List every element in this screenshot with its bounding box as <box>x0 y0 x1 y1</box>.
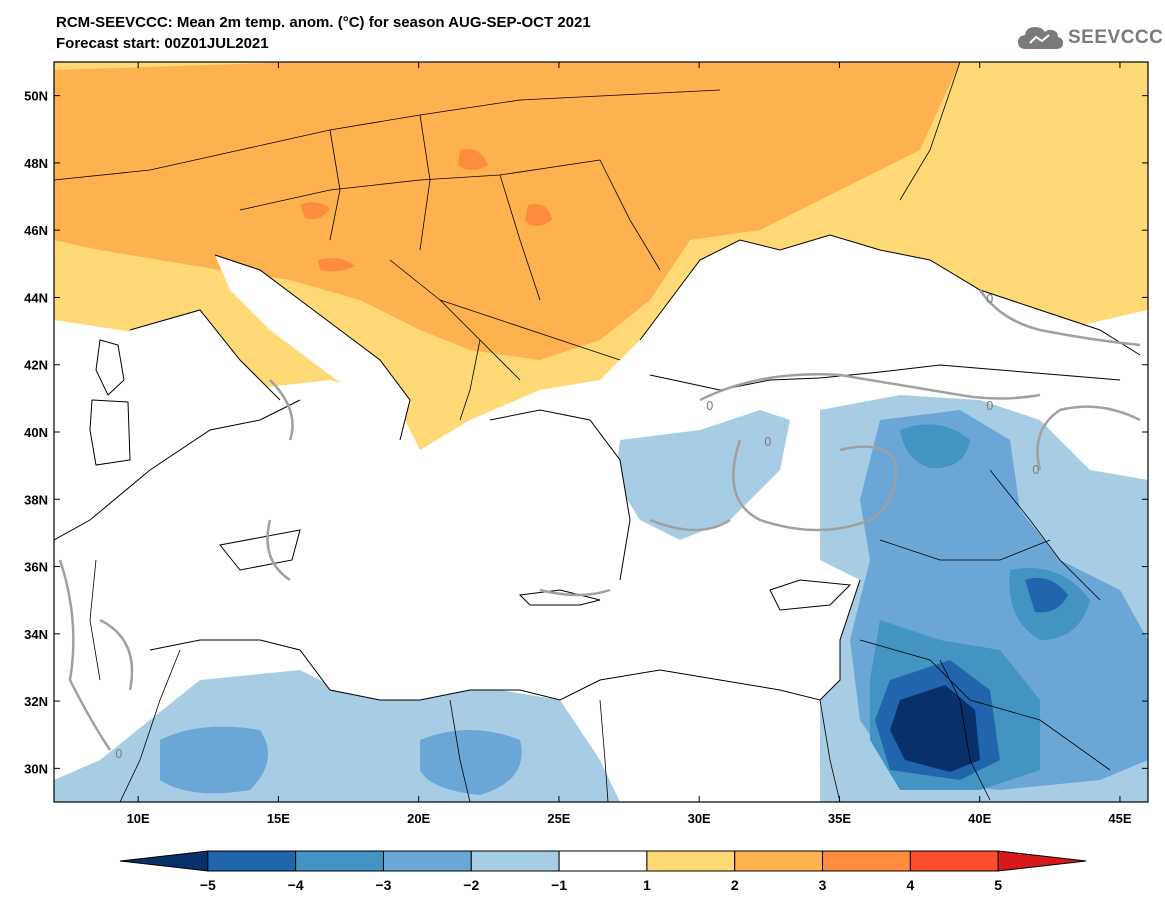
lat-tick-label: 30N <box>24 761 48 776</box>
warm-anomaly-spot <box>318 258 355 272</box>
lon-tick-label: 45E <box>1108 811 1131 826</box>
forecast-start-label: Forecast start: 00Z01JUL2021 <box>56 35 269 52</box>
colorbar-label: 1 <box>643 877 651 893</box>
colorbar-segment <box>119 850 209 872</box>
lon-tick-label: 20E <box>407 811 430 826</box>
aegean-sea <box>480 410 630 590</box>
colorbar-segment <box>909 850 999 872</box>
colorbar-segment <box>997 850 1087 872</box>
zero-contours <box>58 289 1141 751</box>
seevccc-logo: SEEVCCC <box>1016 23 1163 53</box>
warm-anomaly-spot <box>525 204 552 226</box>
lon-tick-label: 10E <box>127 811 150 826</box>
colorbar-segment <box>646 850 736 872</box>
longitude-axis: 10E 15E 20E 25E 30E 35E 40E 45E <box>127 62 1132 826</box>
colorbar-segment <box>382 850 472 872</box>
colorbar-label: 5 <box>994 877 1002 893</box>
colorbar-segment <box>295 850 384 872</box>
black-sea <box>640 235 1140 390</box>
lat-tick-label: 48N <box>24 156 48 171</box>
colorbar-segment <box>822 850 911 872</box>
lat-tick-label: 50N <box>24 89 48 104</box>
map-title: RCM-SEEVCCC: Mean 2m temp. anom. (°C) fo… <box>56 14 591 31</box>
colorbar-segment <box>207 850 297 872</box>
latitude-axis: 30N 32N 34N 36N 38N 40N 42N 44N 46N 48N 50N <box>24 89 1148 776</box>
map-field: 0 0 0 0 0 0 <box>54 62 1148 802</box>
colorbar-label: −1 <box>551 877 567 893</box>
contour-label: 0 <box>764 435 772 449</box>
contour-label: 0 <box>115 747 123 761</box>
lat-tick-label: 36N <box>24 560 48 575</box>
warm-anomaly-strong <box>54 62 960 360</box>
lat-tick-label: 34N <box>24 627 48 642</box>
cool-anomaly-light <box>615 410 790 540</box>
lon-tick-label: 40E <box>968 811 991 826</box>
mediterranean-sea <box>54 400 860 700</box>
logo-text: SEEVCCC <box>1068 27 1164 48</box>
colorbar-label: 3 <box>819 877 827 893</box>
colorbar-label: −3 <box>375 877 391 893</box>
colorbar: −5 −4 −3 −2 −1 1 2 3 4 5 <box>119 850 1087 893</box>
tyrrhenian-sea <box>130 310 300 470</box>
adriatic-sea <box>215 255 410 440</box>
coastlines <box>54 234 1141 701</box>
contour-label: 0 <box>1032 463 1040 477</box>
colorbar-segment <box>734 850 824 872</box>
colorbar-label: −2 <box>463 877 479 893</box>
colorbar-label: 4 <box>906 877 914 893</box>
cool-anomaly-mid <box>160 726 268 794</box>
colorbar-label: −5 <box>200 877 216 893</box>
lon-tick-label: 30E <box>688 811 711 826</box>
contour-label: 0 <box>986 292 994 306</box>
lat-tick-label: 32N <box>24 694 48 709</box>
cool-anomaly-mid <box>420 730 522 795</box>
colorbar-segment <box>558 850 648 872</box>
cloud-icon <box>1018 27 1063 49</box>
cool-anomaly-strong <box>900 424 970 469</box>
cool-anomaly-darkest <box>890 685 980 772</box>
lat-tick-label: 38N <box>24 492 48 507</box>
warm-anomaly-spot <box>458 149 488 170</box>
lat-tick-label: 44N <box>24 290 48 305</box>
lat-tick-label: 40N <box>24 425 48 440</box>
colorbar-label: −4 <box>288 877 304 893</box>
lon-tick-label: 25E <box>547 811 570 826</box>
lat-tick-label: 42N <box>24 358 48 373</box>
contour-labels: 0 0 0 0 0 0 <box>115 292 1040 761</box>
country-borders <box>54 62 1111 802</box>
cool-anomaly-darker <box>1025 577 1068 613</box>
colorbar-segment <box>470 850 560 872</box>
lat-tick-label: 46N <box>24 223 48 238</box>
lon-tick-label: 15E <box>267 811 290 826</box>
contour-label: 0 <box>986 399 994 413</box>
contour-label: 0 <box>706 399 714 413</box>
colorbar-label: 2 <box>731 877 739 893</box>
lon-tick-label: 35E <box>828 811 851 826</box>
warm-anomaly-spot <box>300 202 330 219</box>
